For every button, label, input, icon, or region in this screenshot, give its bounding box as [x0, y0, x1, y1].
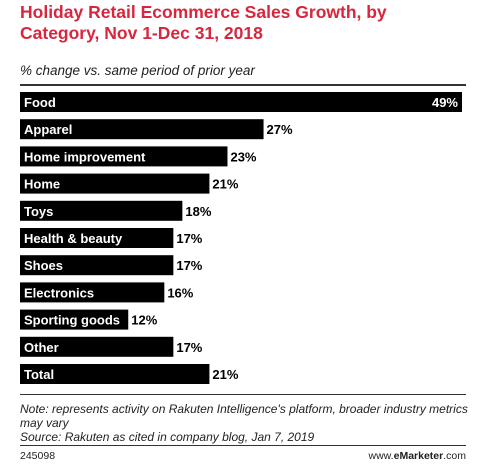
- bar-sporting-goods: [20, 309, 129, 330]
- brand-suffix: .com: [443, 450, 466, 462]
- bottom-rule: [20, 394, 466, 395]
- value-label-apparel: 27%: [267, 122, 293, 137]
- category-label-apparel: Apparel: [24, 122, 72, 137]
- category-label-food: Food: [24, 95, 56, 110]
- value-label-home-improvement: 23%: [230, 149, 256, 164]
- value-label-shoes: 17%: [176, 258, 202, 273]
- bar-toys: [20, 200, 183, 221]
- bar-other: [20, 336, 174, 357]
- source-text: Source: Rakuten as cited in company blog…: [20, 430, 315, 444]
- category-label-shoes: Shoes: [24, 258, 63, 273]
- bar-apparel: [20, 119, 264, 140]
- value-label-total: 21%: [212, 367, 238, 382]
- value-label-toys: 18%: [185, 204, 211, 219]
- note-text: Note: represents activity on Rakuten Int…: [20, 402, 468, 430]
- category-label-sporting-goods: Sporting goods: [24, 313, 120, 328]
- top-rule: [20, 84, 466, 86]
- value-label-electronics: 16%: [167, 285, 193, 300]
- bar-home: [20, 173, 210, 194]
- category-label-toys: Toys: [24, 204, 53, 219]
- category-label-home: Home: [24, 177, 60, 192]
- category-label-other: Other: [24, 340, 59, 355]
- bar-total: [20, 364, 210, 384]
- chart-subtitle: % change vs. same period of prior year: [20, 63, 255, 78]
- category-label-home-improvement: Home improvement: [24, 149, 146, 164]
- category-label-health-beauty: Health & beauty: [24, 231, 123, 246]
- value-label-food: 49%: [432, 95, 458, 110]
- category-label-total: Total: [24, 367, 54, 382]
- bar-shoes: [20, 255, 174, 276]
- bar-home-improvement: [20, 146, 228, 167]
- value-label-sporting-goods: 12%: [131, 313, 157, 328]
- bar-health-beauty: [20, 228, 174, 248]
- brand-bold: eMarketer: [393, 450, 444, 462]
- bar-chart: Food 49% Apparel 27% Home improvement 23% Home…: [20, 92, 462, 384]
- value-label-home: 21%: [212, 177, 238, 192]
- bar-food: [20, 92, 462, 112]
- bar-electronics: [20, 282, 165, 303]
- footer-rule: [20, 445, 466, 446]
- chart-id: 245098: [20, 450, 56, 462]
- category-label-electronics: Electronics: [24, 285, 94, 300]
- chart-note: Note: represents activity on Rakuten Int…: [20, 402, 470, 444]
- brand-link[interactable]: www.eMarketer.com: [369, 450, 466, 462]
- value-label-health-beauty: 17%: [176, 231, 202, 246]
- value-label-other: 17%: [176, 340, 202, 355]
- brand-prefix: www.: [368, 450, 394, 462]
- chart-title: Holiday Retail Ecommerce Sales Growth, b…: [20, 2, 387, 43]
